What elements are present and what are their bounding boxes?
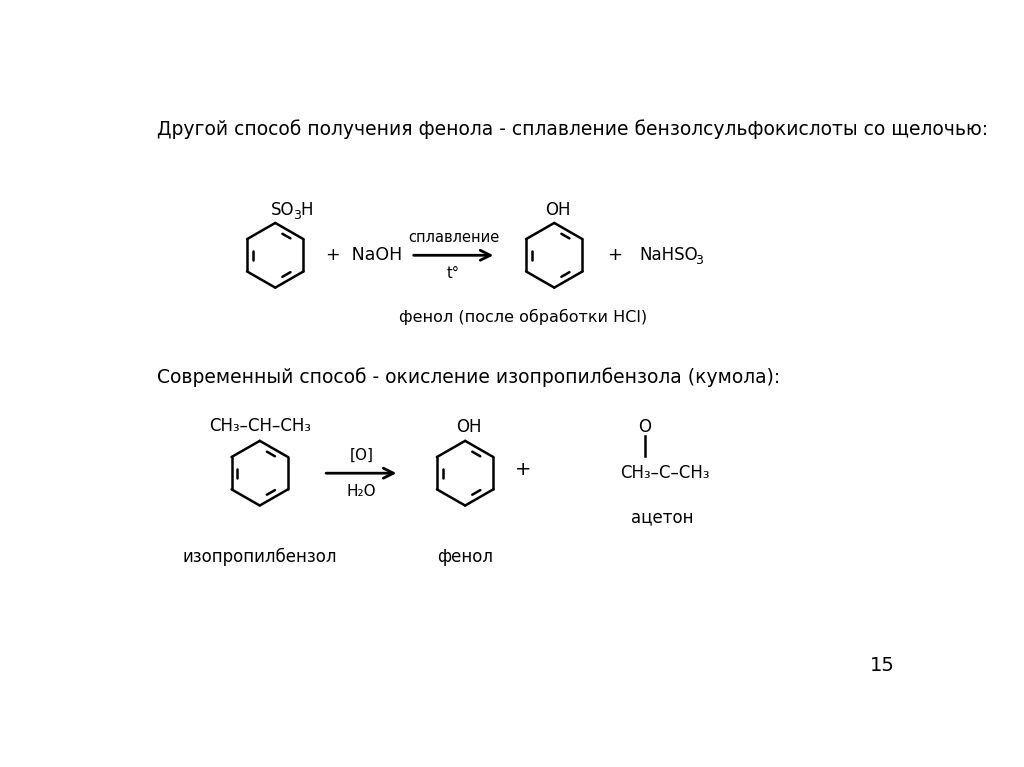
Text: Современный способ - окисление изопропилбензола (кумола):: Современный способ - окисление изопропил… [158,367,780,387]
Text: H₂O: H₂O [346,484,376,499]
Text: 15: 15 [870,656,895,675]
Text: фенол: фенол [437,548,494,566]
Text: OH: OH [457,418,481,436]
Text: SO: SO [271,201,295,219]
Text: t°: t° [447,266,460,281]
Text: Другой способ получения фенола - сплавление бензолсульфокислоты со щелочью:: Другой способ получения фенола - сплавле… [158,119,988,139]
Text: CH₃–CH–CH₃: CH₃–CH–CH₃ [209,416,310,435]
Text: ацетон: ацетон [632,508,694,526]
Text: H: H [301,201,313,219]
Text: NaHSO: NaHSO [640,246,698,265]
Text: +: + [515,460,531,479]
Text: +: + [607,246,623,265]
Text: CH₃–C–CH₃: CH₃–C–CH₃ [621,464,710,482]
Text: +  NaOH: + NaOH [326,246,401,265]
Text: изопропилбензол: изопропилбензол [182,548,337,566]
Text: сплавление: сплавление [408,229,499,245]
Text: фенол (после обработки HCl): фенол (после обработки HCl) [399,309,647,325]
Text: 3: 3 [294,209,301,222]
Text: O: O [638,418,651,436]
Text: OH: OH [546,201,570,219]
Text: 3: 3 [695,254,703,267]
Text: [O]: [O] [349,447,374,463]
